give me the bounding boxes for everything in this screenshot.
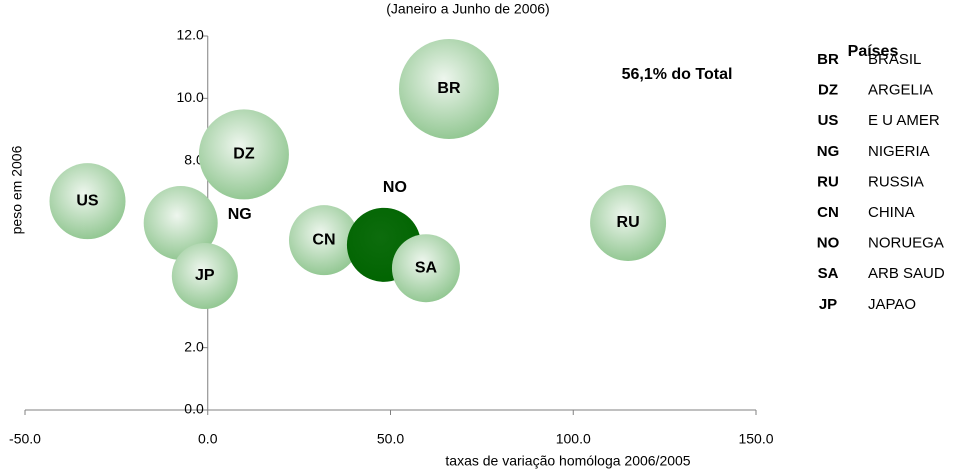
legend-code: CN: [817, 204, 839, 221]
bubble-label: CN: [312, 231, 335, 248]
bubble: [590, 185, 667, 261]
chart-subtitle: (Janeiro a Junho de 2006): [386, 1, 549, 17]
bubble-label: JP: [195, 267, 215, 284]
bubble: [288, 205, 359, 276]
bubble-label: NO: [383, 179, 407, 196]
x-axis-label: taxas de variação homóloga 2006/2005: [445, 453, 690, 469]
x-tick-label: -50.0: [9, 431, 41, 447]
legend-name: RUSSIA: [868, 173, 924, 190]
legend-code: NO: [817, 235, 840, 252]
x-tick-label: 50.0: [377, 431, 404, 447]
legend-name: CHINA: [868, 204, 915, 221]
legend-name: ARB SAUD: [868, 265, 945, 282]
y-tick-label: 10.0: [177, 89, 204, 105]
y-tick-label: 12.0: [177, 27, 204, 43]
legend-code: SA: [818, 265, 839, 282]
legend-name: NIGERIA: [868, 143, 930, 160]
legend-name: JAPAO: [868, 296, 916, 313]
legend-code: BR: [817, 51, 839, 68]
bubble: [398, 38, 499, 139]
x-tick-label: 100.0: [556, 431, 591, 447]
y-tick-label: 0.0: [184, 401, 204, 417]
bubble: [143, 186, 218, 260]
y-axis-label: peso em 2006: [9, 145, 25, 234]
bubble: [171, 242, 238, 309]
bubble: [198, 109, 289, 200]
legend-code: NG: [817, 143, 840, 160]
x-tick-label: 0.0: [198, 431, 218, 447]
bubble-label: RU: [617, 214, 640, 231]
bubble: [49, 163, 126, 240]
legend-name: BRASIL: [868, 51, 921, 68]
y-tick-label: 2.0: [184, 338, 204, 354]
bubble-label: SA: [415, 259, 438, 276]
legend-name: E U AMER: [868, 112, 940, 129]
bubble-label: US: [76, 192, 99, 209]
legend-code: RU: [817, 173, 839, 190]
legend-code: DZ: [818, 82, 838, 99]
bubble: [391, 234, 460, 303]
bubble-label: NG: [228, 206, 252, 223]
annotation: 56,1% do Total: [622, 66, 733, 83]
bubble-label: DZ: [233, 146, 255, 163]
legend-code: US: [818, 112, 839, 129]
legend-name: NORUEGA: [868, 235, 944, 252]
legend-code: JP: [819, 296, 837, 313]
legend-name: ARGELIA: [868, 82, 933, 99]
legend-title: Países: [848, 43, 899, 60]
bubble-label: BR: [437, 80, 461, 97]
x-tick-label: 150.0: [738, 431, 773, 447]
